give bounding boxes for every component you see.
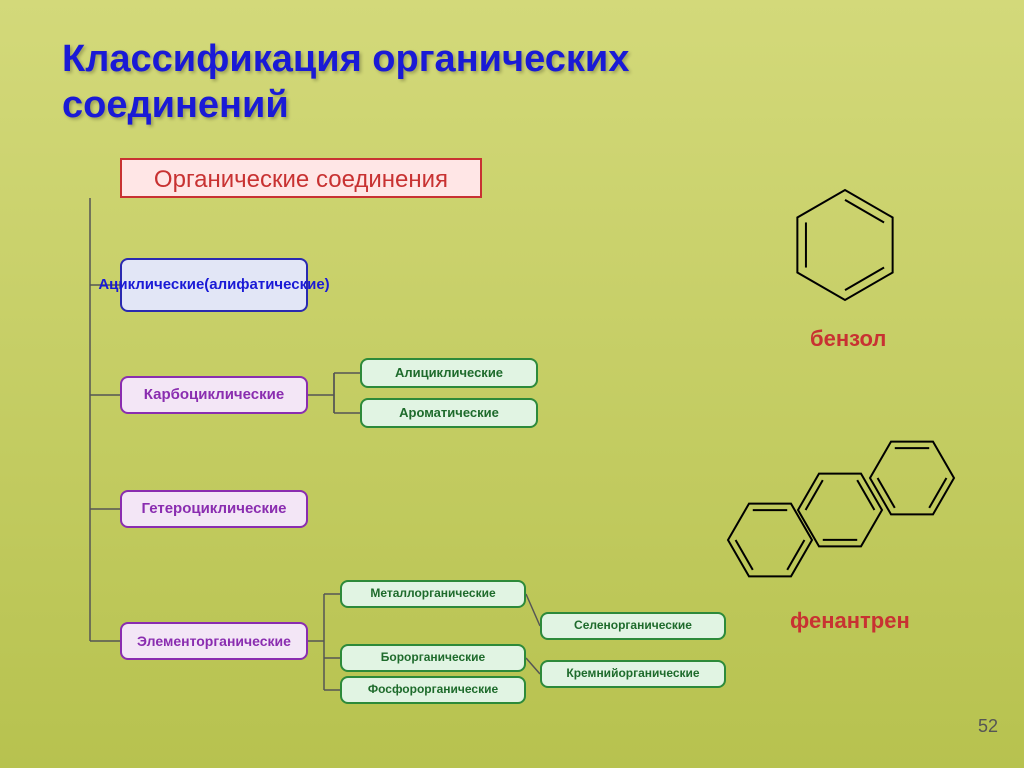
sub-node-2: Металлорганические bbox=[340, 580, 526, 608]
molecule-label-benzene: бензол bbox=[810, 326, 886, 352]
slide: Классификация органических соединений Ор… bbox=[0, 0, 1024, 768]
molecule-label-phenanthrene: фенантрен bbox=[790, 608, 910, 634]
sub-node-4: Фосфорорганические bbox=[340, 676, 526, 704]
main-node-elem: Элементорганические bbox=[120, 622, 308, 660]
main-node-carbo: Карбоциклические bbox=[120, 376, 308, 414]
main-node-hetero: Гетероциклические bbox=[120, 490, 308, 528]
slide-title-line2: соединений bbox=[62, 84, 289, 127]
root-node-organic-compounds: Органические соединения bbox=[120, 158, 482, 198]
sub-node-5: Селенорганические bbox=[540, 612, 726, 640]
root-label: Органические соединения bbox=[154, 166, 448, 193]
sub-node-1: Ароматические bbox=[360, 398, 538, 428]
sub-node-3: Борорганические bbox=[340, 644, 526, 672]
page-number: 52 bbox=[978, 716, 998, 737]
molecule-phenanthrene bbox=[700, 380, 990, 600]
sub-node-6: Кремнийорганические bbox=[540, 660, 726, 688]
slide-title-line1: Классификация органических bbox=[62, 38, 629, 81]
main-node-acyclic: Ациклические(алифатические) bbox=[120, 258, 308, 312]
sub-node-0: Алициклические bbox=[360, 358, 538, 388]
molecule-benzene bbox=[770, 170, 920, 320]
